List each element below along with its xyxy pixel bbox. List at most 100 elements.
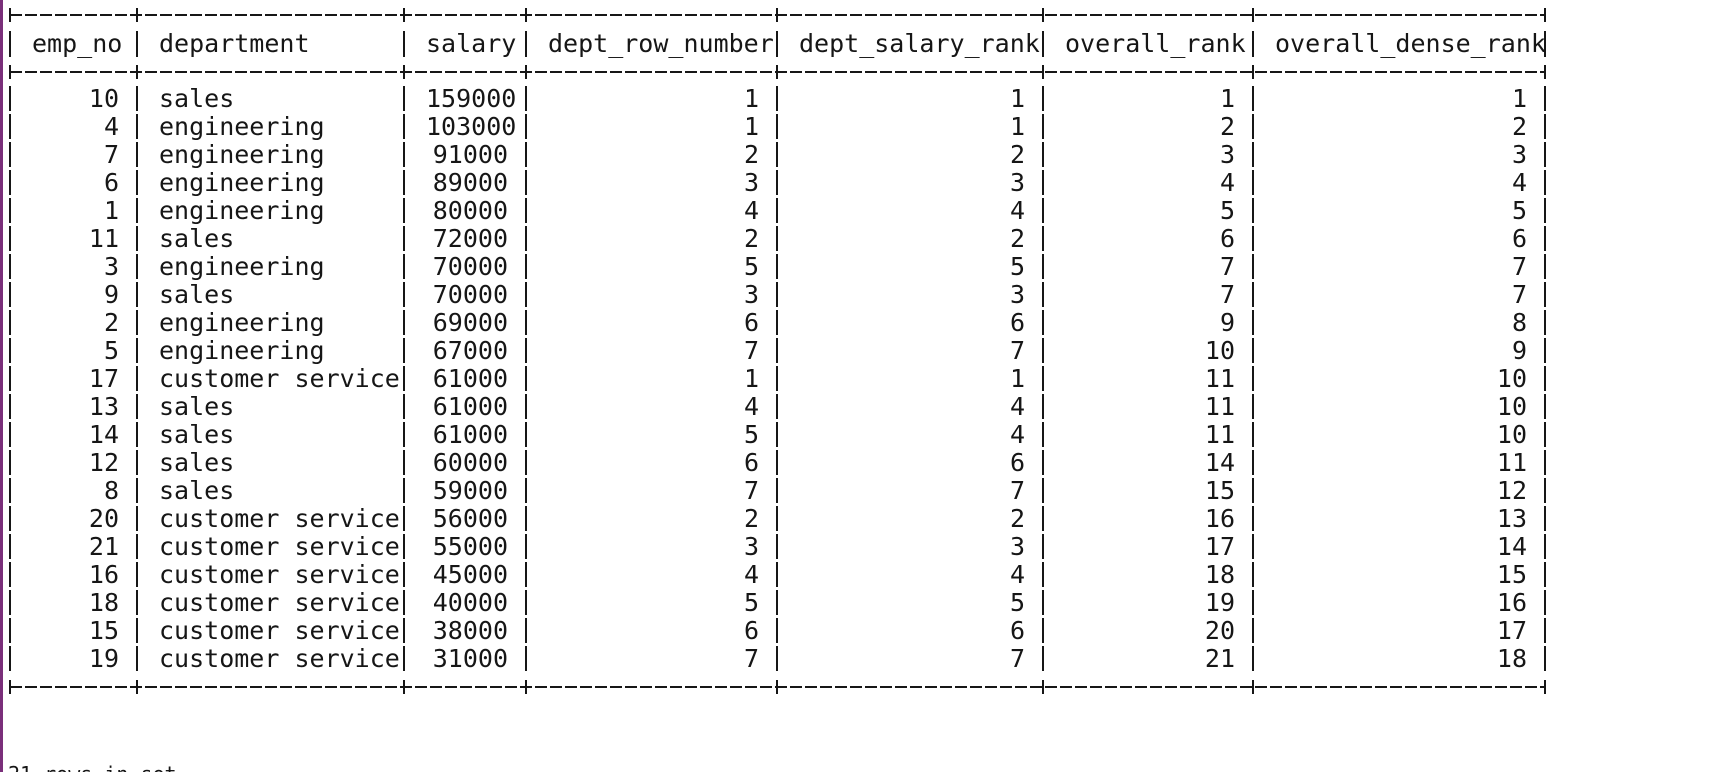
cell-emp-no: 18	[88, 588, 119, 617]
cell-emp-no: 16	[88, 560, 119, 589]
cell-overall-dense-rank: 1	[1511, 84, 1527, 113]
cell-department: sales	[159, 224, 235, 253]
cell-salary: 70000	[432, 280, 508, 309]
cell-dept-row-number: 7	[743, 336, 759, 365]
cell-department: engineering	[159, 336, 325, 365]
cell-overall-rank: 20	[1204, 616, 1235, 645]
cell-overall-dense-rank: 10	[1496, 392, 1527, 421]
cell-salary: 89000	[432, 168, 508, 197]
cell-dept-row-number: 6	[743, 616, 759, 645]
cell-overall-dense-rank: 10	[1496, 364, 1527, 393]
cell-department: customer service	[159, 504, 400, 533]
cell-overall-rank: 11	[1204, 420, 1235, 449]
cell-overall-dense-rank: 8	[1511, 308, 1527, 337]
cell-salary: 45000	[432, 560, 508, 589]
cell-salary: 69000	[432, 308, 508, 337]
cell-emp-no: 5	[103, 336, 119, 365]
cell-dept-salary-rank: 3	[1009, 280, 1025, 309]
cell-dept-salary-rank: 5	[1009, 252, 1025, 281]
cell-dept-salary-rank: 5	[1009, 588, 1025, 617]
cell-emp-no: 21	[88, 532, 119, 561]
cell-salary: 40000	[432, 588, 508, 617]
cell-department: customer service	[159, 560, 400, 589]
cell-dept-row-number: 5	[743, 420, 759, 449]
cell-department: customer service	[159, 364, 400, 393]
cell-overall-dense-rank: 9	[1511, 336, 1527, 365]
cell-department: engineering	[159, 252, 325, 281]
result-summary: 21 rows in set	[8, 764, 177, 772]
cell-dept-salary-rank: 7	[1009, 476, 1025, 505]
cell-overall-dense-rank: 12	[1496, 476, 1527, 505]
cell-overall-rank: 18	[1204, 560, 1235, 589]
cell-overall-dense-rank: 14	[1496, 532, 1527, 561]
cell-emp-no: 6	[103, 168, 119, 197]
cell-salary: 159000	[426, 84, 517, 113]
cell-dept-row-number: 3	[743, 168, 759, 197]
cell-overall-rank: 7	[1219, 252, 1235, 281]
cell-dept-salary-rank: 7	[1009, 644, 1025, 673]
cell-dept-row-number: 5	[743, 588, 759, 617]
cell-overall-dense-rank: 10	[1496, 420, 1527, 449]
cell-department: sales	[159, 448, 235, 477]
cell-dept-row-number: 2	[743, 224, 759, 253]
cell-overall-dense-rank: 7	[1511, 252, 1527, 281]
cell-dept-row-number: 6	[743, 448, 759, 477]
cell-emp-no: 13	[88, 392, 119, 421]
cell-dept-salary-rank: 2	[1009, 504, 1025, 533]
cell-dept-salary-rank: 3	[1009, 168, 1025, 197]
cell-dept-salary-rank: 4	[1009, 560, 1025, 589]
cell-department: sales	[159, 84, 235, 113]
cell-overall-rank: 6	[1219, 224, 1235, 253]
cell-overall-dense-rank: 16	[1496, 588, 1527, 617]
column-header-dept-row-number: dept_row_number	[548, 29, 774, 58]
cell-dept-salary-rank: 4	[1009, 420, 1025, 449]
cell-dept-row-number: 1	[743, 84, 759, 113]
cell-emp-no: 7	[103, 140, 119, 169]
cell-dept-salary-rank: 1	[1009, 364, 1025, 393]
cell-overall-dense-rank: 11	[1496, 448, 1527, 477]
cell-overall-dense-rank: 13	[1496, 504, 1527, 533]
cell-overall-rank: 10	[1204, 336, 1235, 365]
cell-overall-dense-rank: 17	[1496, 616, 1527, 645]
cell-dept-salary-rank: 7	[1009, 336, 1025, 365]
cell-overall-rank: 19	[1204, 588, 1235, 617]
cell-dept-salary-rank: 2	[1009, 140, 1025, 169]
cell-emp-no: 12	[88, 448, 119, 477]
cell-dept-row-number: 7	[743, 476, 759, 505]
column-header-department: department	[159, 29, 310, 58]
cell-department: sales	[159, 420, 235, 449]
cell-salary: 60000	[432, 448, 508, 477]
cell-dept-row-number: 4	[743, 392, 759, 421]
cell-department: engineering	[159, 308, 325, 337]
cell-emp-no: 19	[88, 644, 119, 673]
cell-emp-no: 15	[88, 616, 119, 645]
cell-salary: 55000	[432, 532, 508, 561]
cell-overall-dense-rank: 2	[1511, 112, 1527, 141]
cell-salary: 38000	[432, 616, 508, 645]
cell-overall-rank: 4	[1219, 168, 1235, 197]
cell-salary: 80000	[432, 196, 508, 225]
cell-dept-salary-rank: 6	[1009, 616, 1025, 645]
cell-dept-salary-rank: 4	[1009, 196, 1025, 225]
cell-dept-row-number: 2	[743, 140, 759, 169]
cell-dept-row-number: 6	[743, 308, 759, 337]
cell-salary: 70000	[432, 252, 508, 281]
cell-emp-no: 14	[88, 420, 119, 449]
cell-dept-salary-rank: 6	[1009, 448, 1025, 477]
cell-dept-salary-rank: 6	[1009, 308, 1025, 337]
cell-overall-dense-rank: 15	[1496, 560, 1527, 589]
cell-emp-no: 8	[103, 476, 119, 505]
cell-emp-no: 3	[103, 252, 119, 281]
column-header-dept-salary-rank: dept_salary_rank	[799, 29, 1040, 58]
cell-department: engineering	[159, 112, 325, 141]
cell-overall-rank: 11	[1204, 364, 1235, 393]
cell-department: sales	[159, 476, 235, 505]
cell-overall-dense-rank: 18	[1496, 644, 1527, 673]
cell-emp-no: 17	[88, 364, 119, 393]
cell-dept-salary-rank: 2	[1009, 224, 1025, 253]
column-header-overall-rank: overall_rank	[1065, 29, 1246, 58]
cell-salary: 61000	[432, 392, 508, 421]
cell-salary: 31000	[432, 644, 508, 673]
cell-dept-salary-rank: 1	[1009, 112, 1025, 141]
